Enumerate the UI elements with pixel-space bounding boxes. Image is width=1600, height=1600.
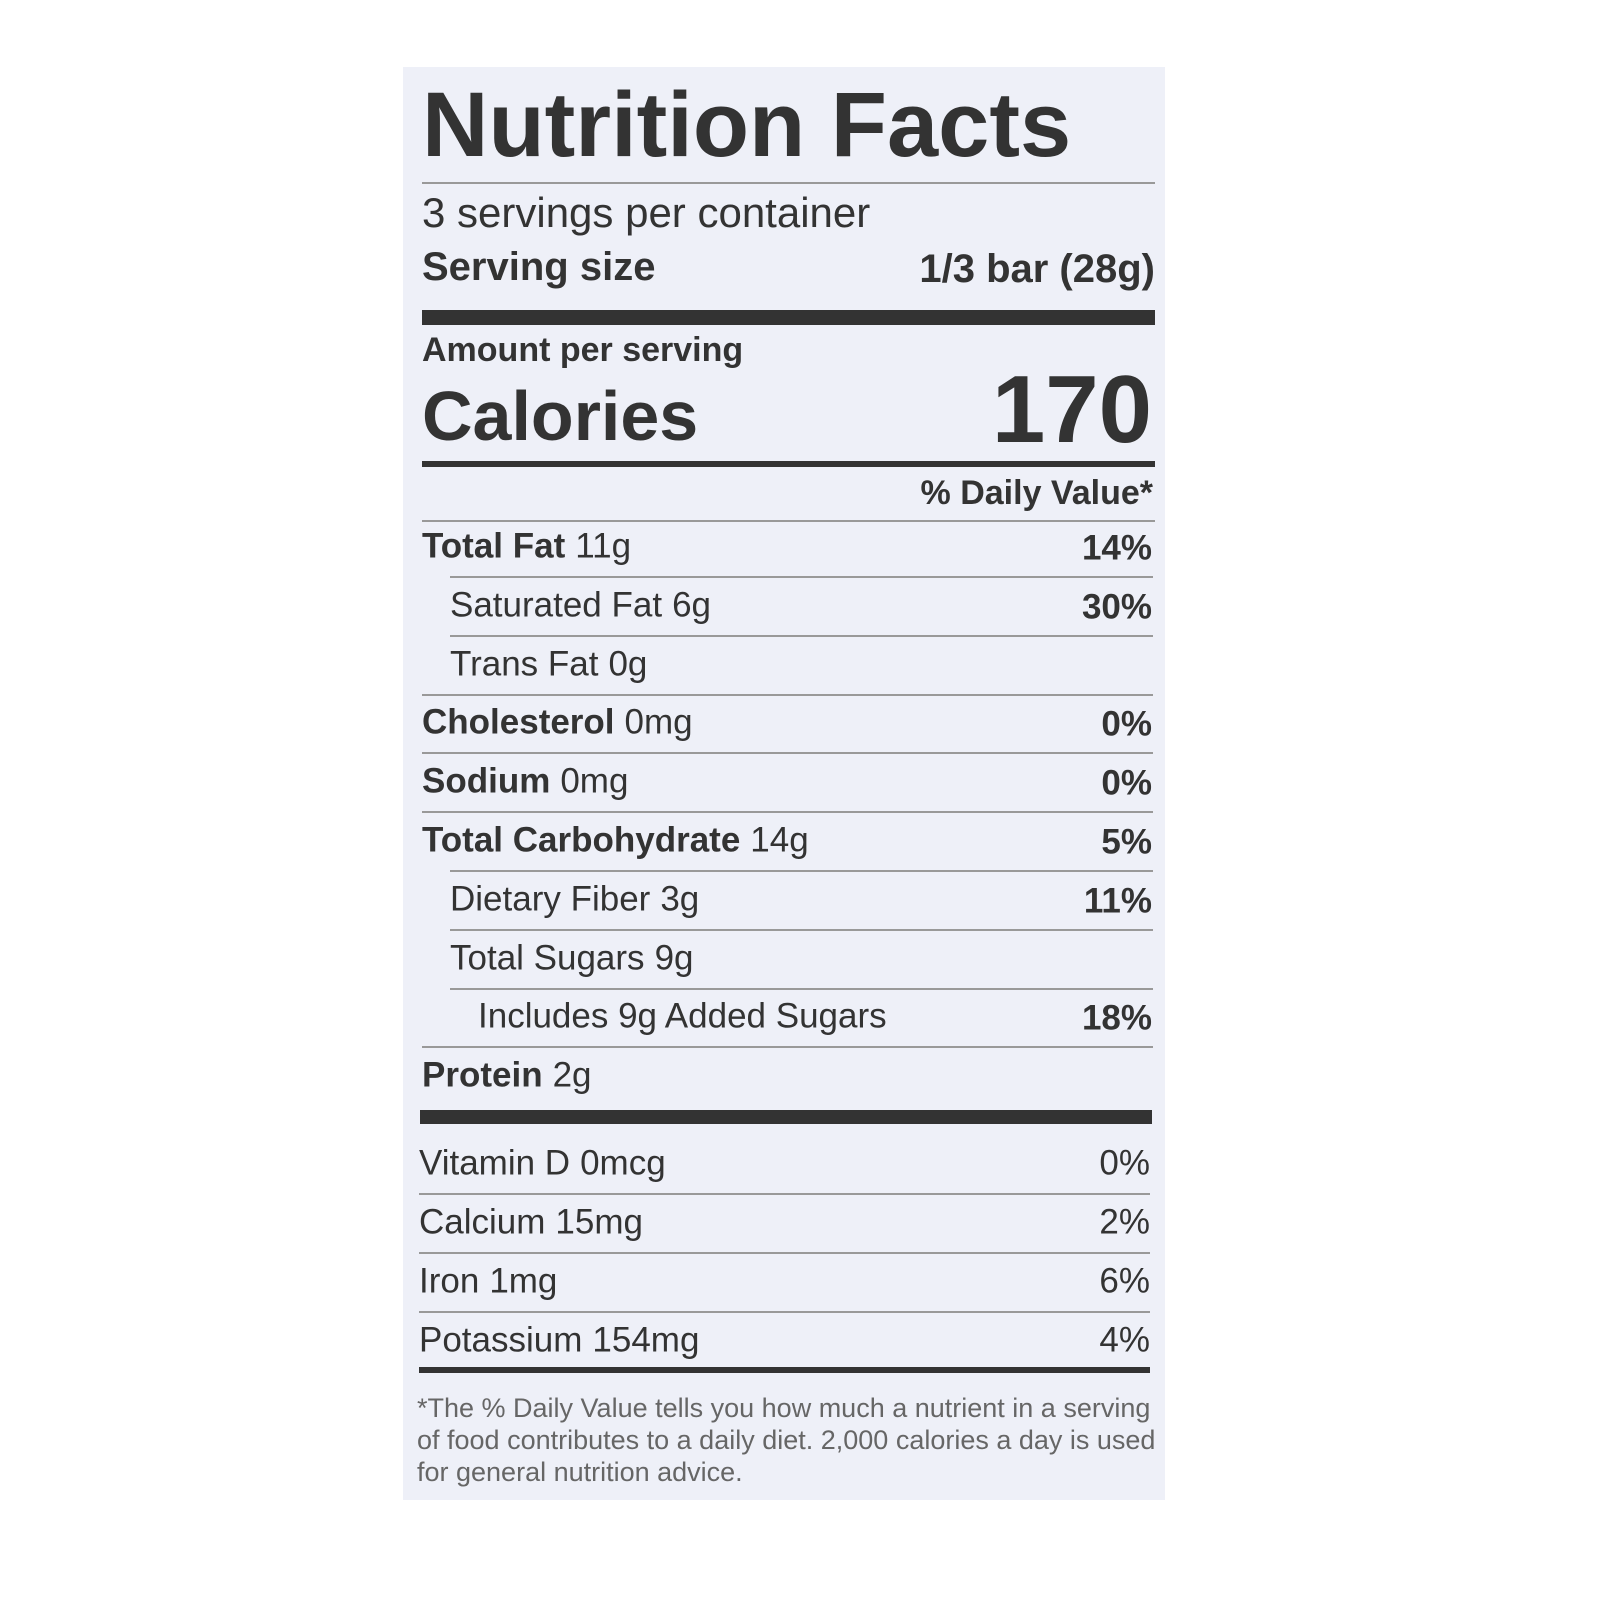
daily-value-header: % Daily Value* [920, 474, 1153, 512]
rule [419, 1311, 1150, 1313]
thick-rule [420, 1110, 1152, 1124]
nutrient-dv: 0% [1101, 704, 1152, 744]
servings: 3 servings per container [422, 189, 871, 236]
nutrient-name: Trans Fat [450, 644, 599, 684]
nutrient-amount: 0g [608, 644, 648, 684]
rule [422, 693, 1153, 696]
title: Nutrition Facts [422, 74, 1072, 176]
nutrient-dv: 30% [1081, 587, 1152, 627]
nutrient-amount: 14g [750, 820, 809, 860]
nutrient-name: Total Carbohydrate [422, 820, 741, 860]
vitamin-amount: 154mg [592, 1320, 700, 1360]
rule [419, 1367, 1150, 1373]
serving-size-value: 1/3 bar (28g) [919, 247, 1155, 291]
vitamin-name: Iron [419, 1261, 480, 1301]
nutrient-name: Includes 9g Added Sugars [478, 996, 887, 1036]
nutrient-name: Protein [422, 1055, 543, 1095]
nutrient-name: Dietary Fiber [450, 879, 651, 919]
vitamin-amount: 15mg [555, 1202, 643, 1242]
vitamin-name: Calcium [419, 1202, 546, 1242]
rule [450, 634, 1153, 637]
calories-label: Calories [422, 377, 699, 455]
serving-size-label: Serving size [422, 245, 656, 289]
rule [422, 461, 1155, 467]
calories-value: 170 [991, 356, 1152, 463]
rule [422, 1046, 1153, 1049]
nutrient-amount: 9g [654, 938, 694, 978]
nutrient-amount: 11g [575, 526, 632, 566]
rule [419, 1193, 1150, 1195]
vitamin-dv: 2% [1099, 1202, 1150, 1242]
nutrient-name: Total Sugars [450, 938, 645, 978]
vitamin-dv: 4% [1099, 1320, 1150, 1360]
amount-per-serving: Amount per serving [422, 331, 744, 369]
vitamin-name: Vitamin D [419, 1143, 571, 1183]
nutrient-amount: 0mg [560, 761, 629, 801]
rule [422, 752, 1153, 755]
footnote: *The % Daily Value tells you how much a … [417, 1393, 1156, 1487]
vitamin-amount: 0mcg [580, 1143, 666, 1183]
nutrient-dv: 14% [1081, 528, 1152, 568]
vitamin-dv: 6% [1099, 1261, 1150, 1301]
rule [422, 811, 1153, 814]
nutrition-label: *The % Daily Value tells you how much a … [403, 67, 1165, 1500]
vitamin-amount: 1mg [489, 1261, 558, 1301]
rule [450, 870, 1153, 872]
rule [419, 1252, 1150, 1254]
nutrient-amount: 0mg [624, 702, 693, 742]
vitamin-dv: 0% [1099, 1143, 1150, 1183]
rule [450, 987, 1153, 990]
nutrient-name: Total Fat [422, 526, 566, 566]
nutrient-amount: 6g [672, 585, 712, 625]
nutrient-name: Saturated Fat [450, 585, 663, 625]
rule [450, 576, 1153, 578]
rule [450, 928, 1153, 931]
nutrient-amount: 2g [552, 1055, 592, 1095]
vitamin-name: Potassium [419, 1320, 583, 1360]
rule [422, 520, 1155, 522]
nutrient-name: Cholesterol [422, 702, 615, 742]
nutrient-dv: 18% [1081, 998, 1152, 1038]
thick-rule [422, 310, 1155, 325]
rule [422, 182, 1155, 184]
nutrient-dv: 11% [1083, 881, 1152, 921]
nutrient-dv: 5% [1101, 822, 1152, 862]
nutrient-amount: 3g [660, 879, 700, 919]
nutrient-dv: 0% [1101, 763, 1152, 803]
nutrient-name: Sodium [422, 761, 551, 801]
